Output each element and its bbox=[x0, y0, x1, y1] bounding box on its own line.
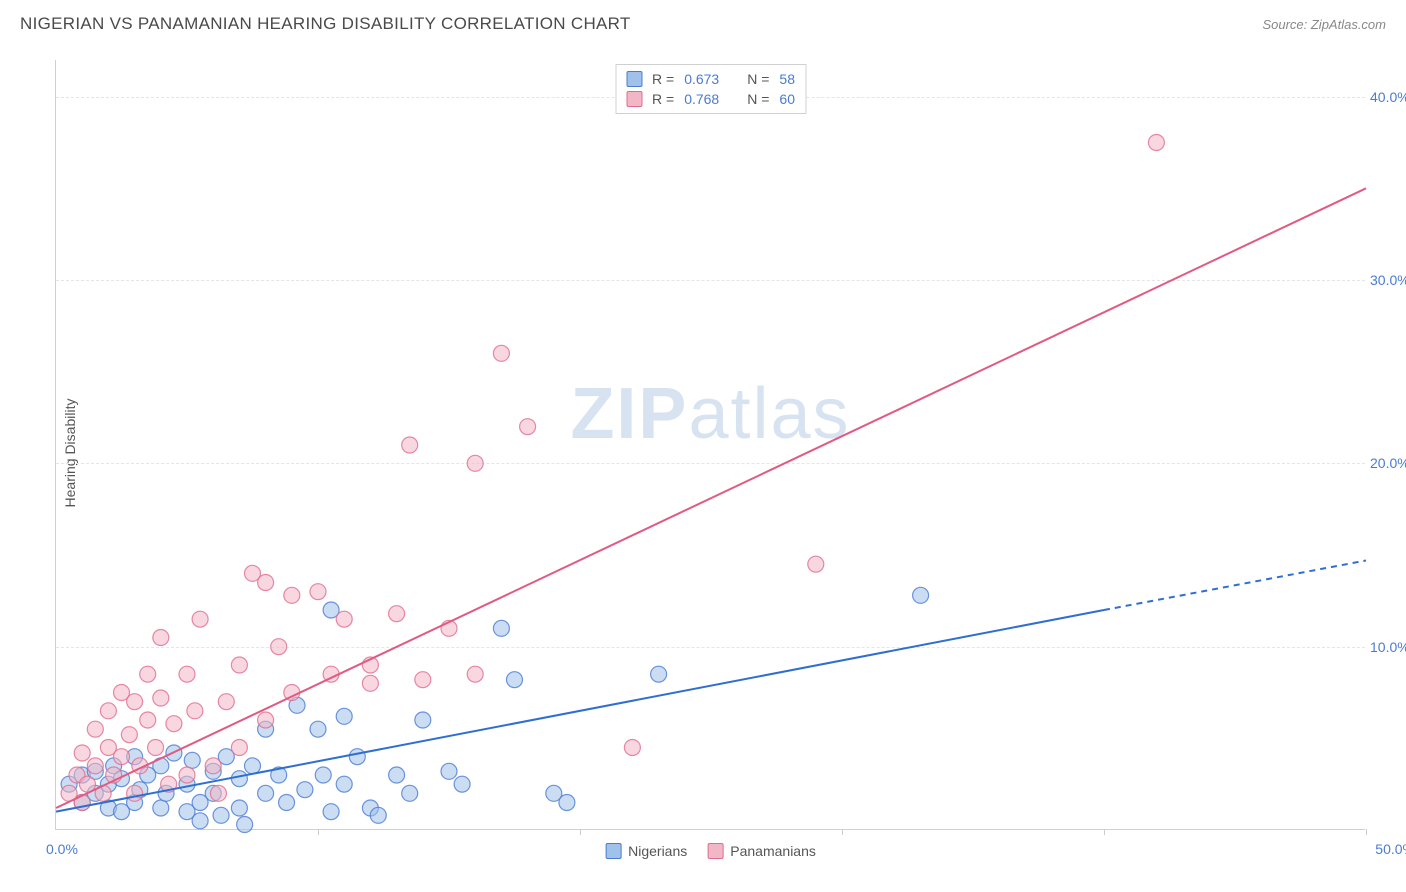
y-tick-label: 30.0% bbox=[1370, 272, 1406, 288]
series-legend: Nigerians Panamanians bbox=[605, 843, 816, 859]
y-tick-label: 10.0% bbox=[1370, 639, 1406, 655]
chart-plot-area: Hearing Disability ZIPatlas R = 0.673 N … bbox=[55, 60, 1365, 830]
scatter-plot-svg bbox=[56, 60, 1365, 829]
source-attribution: Source: ZipAtlas.com bbox=[1262, 17, 1386, 32]
legend-row-panamanians: R = 0.768 N = 60 bbox=[626, 89, 795, 109]
x-axis-min-tick: 0.0% bbox=[46, 841, 78, 857]
legend-item-nigerians: Nigerians bbox=[605, 843, 687, 859]
legend-row-nigerians: R = 0.673 N = 58 bbox=[626, 69, 795, 89]
y-tick-label: 40.0% bbox=[1370, 89, 1406, 105]
chart-header: NIGERIAN VS PANAMANIAN HEARING DISABILIT… bbox=[0, 0, 1406, 42]
x-axis-max-tick: 50.0% bbox=[1375, 841, 1406, 857]
y-tick-label: 20.0% bbox=[1370, 455, 1406, 471]
legend-swatch-nigerians bbox=[605, 843, 621, 859]
legend-swatch-panamanians bbox=[626, 91, 642, 107]
legend-item-panamanians: Panamanians bbox=[707, 843, 816, 859]
chart-title: NIGERIAN VS PANAMANIAN HEARING DISABILIT… bbox=[20, 14, 631, 34]
correlation-legend: R = 0.673 N = 58 R = 0.768 N = 60 bbox=[615, 64, 806, 114]
legend-swatch-panamanians bbox=[707, 843, 723, 859]
legend-swatch-nigerians bbox=[626, 71, 642, 87]
